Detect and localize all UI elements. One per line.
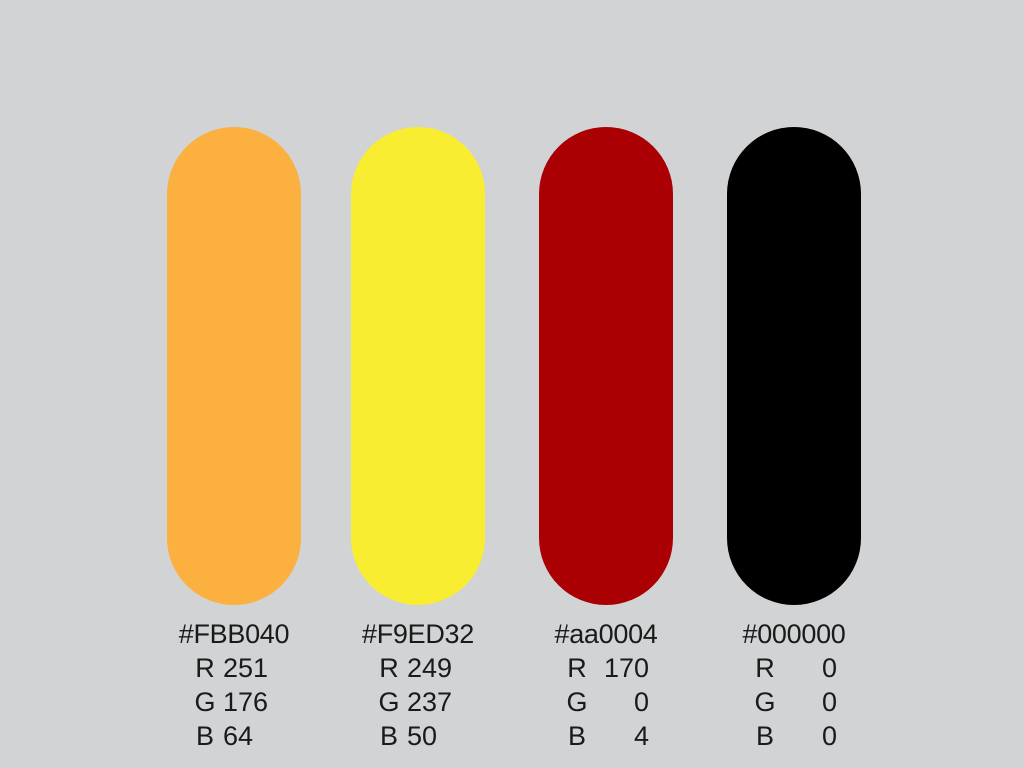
channel-letter: R [379, 653, 399, 683]
channel-value: 0 [633, 687, 649, 717]
channel-value: 4 [633, 721, 649, 751]
channel-row-r: R 251 [187, 651, 277, 685]
channel-value: 0 [821, 687, 837, 717]
swatch-card-black: #000000 R 0 G 0 B 0 [727, 127, 861, 751]
channel-letter: G [194, 687, 216, 717]
rgb-values: R 170 G 0 B 4 [559, 651, 649, 753]
channel-value: 50 [407, 721, 438, 751]
channel-value: 0 [821, 653, 837, 683]
rgb-values: R 249 G 237 B 50 [371, 651, 461, 753]
channel-row-b: B 64 [187, 719, 277, 753]
channel-row-g: G 176 [187, 685, 277, 719]
channel-row-b: B 50 [371, 719, 461, 753]
channel-letter: B [379, 721, 398, 751]
hex-label: #FBB040 [178, 619, 290, 649]
channel-value: 176 [223, 687, 269, 717]
channel-letter: G [378, 687, 400, 717]
channel-letter: R [567, 653, 587, 683]
swatch-card-orange: #FBB040 R 251 G 176 B 64 [167, 127, 301, 751]
channel-value: 170 [603, 653, 649, 683]
channel-letter: B [567, 721, 586, 751]
hex-label: #F9ED32 [362, 619, 474, 649]
swatch-card-red: #aa0004 R 170 G 0 B 4 [539, 127, 673, 751]
swatch-orange [167, 127, 301, 605]
channel-letter: R [755, 653, 775, 683]
rgb-values: R 251 G 176 B 64 [187, 651, 277, 753]
hex-label: #000000 [742, 619, 846, 649]
channel-row-r: R 249 [371, 651, 461, 685]
channel-row-g: G 0 [747, 685, 837, 719]
channel-row-b: B 0 [747, 719, 837, 753]
channel-value: 249 [407, 653, 453, 683]
channel-value: 0 [821, 721, 837, 751]
channel-letter: G [754, 687, 776, 717]
channel-value: 251 [223, 653, 269, 683]
swatch-black [727, 127, 861, 605]
swatch-red [539, 127, 673, 605]
channel-letter: G [566, 687, 588, 717]
channel-letter: B [195, 721, 214, 751]
rgb-values: R 0 G 0 B 0 [747, 651, 837, 753]
hex-label: #aa0004 [554, 619, 658, 649]
swatch-yellow [351, 127, 485, 605]
channel-row-g: G 0 [559, 685, 649, 719]
channel-row-r: R 0 [747, 651, 837, 685]
channel-row-g: G 237 [371, 685, 461, 719]
channel-letter: B [755, 721, 774, 751]
channel-value: 237 [407, 687, 453, 717]
swatch-card-yellow: #F9ED32 R 249 G 237 B 50 [351, 127, 485, 751]
channel-letter: R [195, 653, 215, 683]
channel-value: 64 [223, 721, 254, 751]
channel-row-b: B 4 [559, 719, 649, 753]
channel-row-r: R 170 [559, 651, 649, 685]
